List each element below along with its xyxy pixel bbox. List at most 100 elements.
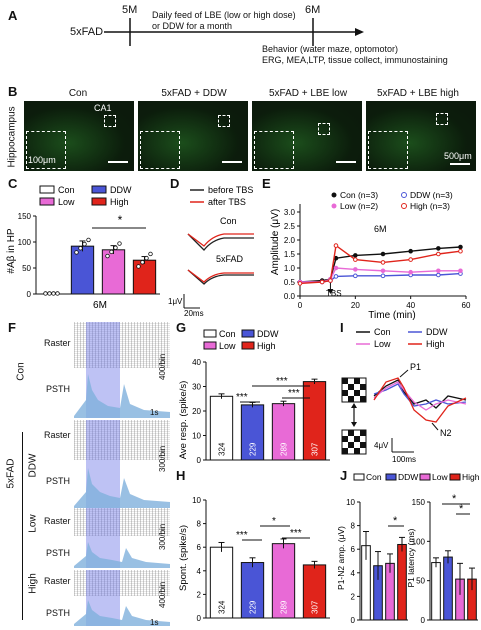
c-xlabel: 6M	[93, 300, 107, 311]
f-low-raster-label: Raster	[44, 516, 71, 526]
d-label-con: Con	[220, 216, 237, 226]
panel-e-chart: Amplitude (μV) 0.0 0.5 1.0 1.5 2.0 2.5 3.0 0 20 4…	[270, 190, 471, 320]
panel-j-charts: Con DDW Low High P1-N2 amp. (μV) P1 late…	[338, 472, 480, 625]
scale-main-label: 500μm	[444, 151, 472, 161]
micrograph-con: CA1 100μm	[24, 101, 134, 171]
i-trace-con	[373, 379, 467, 409]
c-legend-swatch-ddw	[91, 185, 107, 194]
g-n-label-low: 289	[280, 442, 289, 456]
g-ytick-label: 30	[192, 383, 201, 392]
c-dot-low	[109, 249, 114, 255]
e-point-high	[353, 257, 358, 262]
d-label-fad: 5xFAD	[216, 254, 244, 264]
j-legend: Con DDW Low High	[353, 472, 480, 482]
g-legend: Con DDW Low High	[203, 329, 279, 351]
c-significance-star: *	[118, 213, 123, 227]
c-dot-ddw	[82, 241, 87, 247]
g-legend-ddw: DDW	[257, 329, 279, 339]
h-ytick-label: 4	[197, 567, 202, 576]
jr-ytick-label: 100	[412, 537, 426, 546]
e-xtick-label: 20	[351, 301, 360, 310]
d-legend-before: before TBS	[208, 185, 253, 195]
c-dot-low	[113, 245, 118, 250]
h-ytick-label: 2	[197, 590, 202, 599]
c-ytick-label: 0	[27, 290, 32, 299]
f-con-raster-label: Raster	[44, 338, 71, 348]
panel-label-g: G	[176, 320, 187, 335]
e-tbs-label: TBS	[326, 289, 342, 298]
f-low-raster	[74, 508, 170, 536]
c-dot-high	[136, 264, 141, 269]
j-right-star-2: *	[459, 503, 464, 515]
f-high-psth	[74, 600, 170, 626]
h-significance: *** * ***	[236, 516, 310, 541]
e-point-low	[436, 268, 441, 274]
panel-g-chart: Con DDW Low High Ave resp. (spike/s) 0 10…	[178, 329, 330, 465]
f-group-high: High	[27, 573, 39, 594]
e-point-low	[353, 267, 358, 272]
i-trace-ddw	[373, 383, 467, 407]
ca1-label: CA1	[94, 103, 112, 113]
g-legend-swatch-high	[241, 341, 255, 350]
c-dot-low	[105, 253, 110, 259]
j-right-plot: 0 50 100 150	[412, 498, 478, 625]
e-point-high	[333, 243, 339, 248]
checkerboard-bottom-icon	[341, 429, 367, 455]
e-plot: 0.0 0.5 1.0 1.5 2.0 2.5 3.0 0 20 40 60	[284, 204, 471, 310]
e-legend-con: Con (n=3)	[340, 190, 378, 200]
g-ytick-label: 10	[192, 432, 201, 441]
timeline-feed-note: Daily feed of LBE (low or high dose) or …	[152, 10, 296, 32]
c-dot-high	[140, 260, 145, 265]
f-con-scale: 400/bin	[158, 353, 167, 380]
i-scale-t: 100ms	[392, 455, 416, 464]
g-n-label-high: 307	[311, 442, 320, 456]
f-con-psth	[74, 374, 170, 418]
timeline-t1: 5M	[122, 4, 138, 16]
timeline-axis	[104, 18, 364, 46]
h-ytick-label: 8	[197, 520, 202, 529]
d-scale-v: 1μV	[168, 297, 183, 306]
h-star-1: ***	[236, 530, 248, 541]
i-legend-con: Con	[374, 327, 391, 337]
panel-label-b: B	[8, 84, 18, 99]
jl-ytick-label: 8	[351, 522, 356, 531]
f-low-psth	[74, 542, 170, 568]
c-dot-high	[148, 251, 153, 257]
jl-ytick-label: 6	[351, 545, 356, 554]
g-legend-swatch-con	[203, 329, 217, 338]
e-point-low	[333, 265, 339, 271]
e-tbs-arrowhead	[327, 289, 334, 294]
f-5xfad-bracket	[22, 432, 23, 620]
e-point-high	[319, 279, 325, 285]
c-dot-high	[144, 255, 149, 261]
jr-ytick-label: 0	[421, 616, 426, 625]
g-significance: *** *** ***	[236, 376, 310, 403]
f-5xfad-side: 5xFAD	[5, 458, 17, 489]
h-n-label-ddw: 229	[249, 600, 258, 614]
e-legend: Con (n=3) DDW (n=3) Low (n=2) High (n=3)	[331, 190, 453, 211]
d-legend-after: after TBS	[208, 197, 246, 207]
i-scale-v: 4μV	[374, 441, 389, 450]
e-line-con	[299, 246, 461, 283]
behavior-line-1: Behavior (water maze, optomotor)	[262, 44, 399, 54]
c-dot-ddw	[74, 250, 79, 255]
e-legend-swatch-ddw	[401, 192, 407, 198]
e-point-ddw	[353, 273, 358, 279]
c-legend-swatch-low	[39, 197, 55, 206]
e-point-low	[408, 269, 413, 275]
panel-label-e: E	[262, 176, 271, 191]
feed-line-2: or DDW for a month	[152, 21, 233, 31]
micrograph-title-3: 5xFAD + LBE low	[268, 88, 348, 99]
f-ddw-psth	[74, 468, 170, 508]
e-xtick-label: 0	[298, 301, 303, 310]
h-ytick-label: 10	[192, 496, 201, 505]
g-legend-swatch-low	[203, 341, 217, 350]
e-point-low	[458, 268, 463, 274]
e-legend-ddw: DDW (n=3)	[410, 190, 453, 200]
g-star-1: ***	[236, 392, 248, 403]
jl-bar-high	[397, 543, 407, 621]
f-ddw-raster	[74, 420, 170, 460]
j-legend-swatch-con	[353, 473, 365, 481]
feed-line-1: Daily feed of LBE (low or high dose)	[152, 10, 296, 20]
